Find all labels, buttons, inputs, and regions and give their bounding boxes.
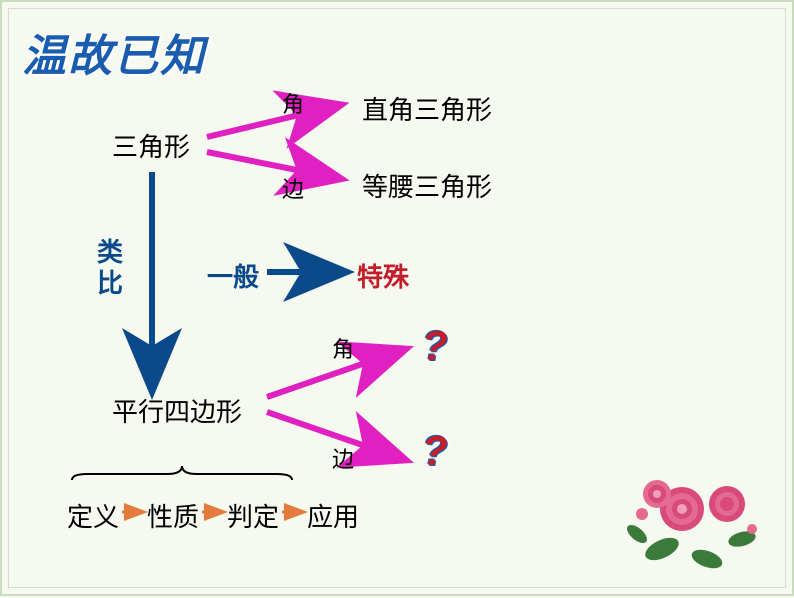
question-mark-2: ?	[422, 427, 448, 475]
property-label: 性质	[147, 497, 199, 534]
angle-label-1: 角	[282, 87, 304, 119]
general-label: 一般	[207, 257, 259, 294]
page-title: 温故已知	[22, 20, 206, 84]
angle-label-2: 角	[332, 332, 354, 364]
isosceles-label: 等腰三角形	[362, 167, 492, 204]
flower-decoration	[602, 434, 782, 584]
analogy-label: 类比	[97, 237, 123, 299]
triangle-label: 三角形	[112, 127, 190, 164]
apply-label: 应用	[307, 497, 359, 534]
side-label-1: 边	[282, 172, 304, 204]
right-triangle-label: 直角三角形	[362, 90, 492, 127]
judge-label: 判定	[227, 497, 279, 534]
parallelogram-label: 平行四边形	[112, 392, 242, 429]
definition-label: 定义	[67, 497, 119, 534]
special-label: 特殊	[357, 257, 409, 294]
question-mark-1: ?	[422, 322, 448, 370]
side-label-2: 边	[332, 442, 354, 474]
